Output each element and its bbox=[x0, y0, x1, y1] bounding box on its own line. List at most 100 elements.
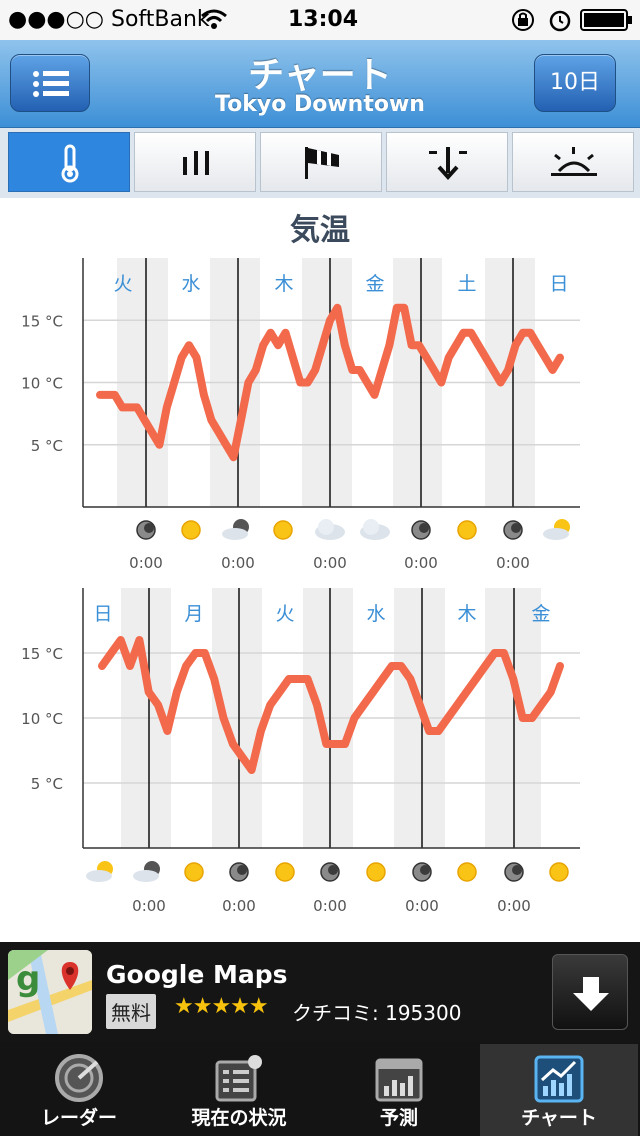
temperature-chart-week2: 15 °C 10 °C 5 °C 日 月 火 水 木 金 0:00 0:00 0:00 0:00 0:00 bbox=[21, 588, 580, 915]
calendar-chart-icon bbox=[375, 1058, 423, 1102]
time-label: 0:00 bbox=[313, 554, 347, 572]
tab-bar: レーダー 現在の状況 予測 チャート bbox=[0, 1042, 640, 1136]
chart-title: 気温 bbox=[290, 213, 350, 248]
menu-button[interactable] bbox=[10, 54, 90, 112]
moon-icon bbox=[136, 520, 156, 540]
status-bar: ●●●○○ SoftBank 13:04 bbox=[0, 0, 640, 40]
thermometer-icon bbox=[61, 144, 79, 183]
moon-icon bbox=[411, 520, 431, 540]
sun-icon bbox=[181, 520, 201, 540]
clock: 13:04 bbox=[288, 7, 359, 32]
cloud-sun-icon bbox=[86, 861, 113, 882]
temperature-chart-week1: 15 °C 10 °C 5 °C 火 水 木 金 土 日 0:00 0:00 0:00 0:00 0:00 bbox=[21, 258, 580, 572]
chart-type-selector bbox=[0, 128, 640, 198]
day-label: 水 bbox=[181, 273, 200, 295]
time-label: 0:00 bbox=[313, 897, 347, 915]
day-label: 日 bbox=[549, 273, 568, 295]
cloud-moon-icon bbox=[222, 519, 249, 540]
tab-temperature[interactable] bbox=[8, 132, 130, 192]
tab-label-radar: レーダー bbox=[40, 1107, 117, 1129]
sun-icon bbox=[184, 862, 204, 882]
cloud-icon bbox=[315, 519, 345, 540]
download-arrow-icon bbox=[573, 977, 609, 1011]
battery-icon bbox=[580, 9, 632, 31]
time-label: 0:00 bbox=[496, 554, 530, 572]
y-tick-label: 10 °C bbox=[21, 710, 63, 728]
time-label: 0:00 bbox=[221, 554, 255, 572]
time-label: 0:00 bbox=[132, 897, 166, 915]
y-tick-label: 15 °C bbox=[21, 312, 63, 330]
map-pin-icon: g bbox=[8, 950, 92, 1034]
temperature-line bbox=[98, 636, 564, 774]
tab-current[interactable]: 現在の状況 bbox=[160, 1044, 318, 1136]
day-label: 木 bbox=[274, 273, 293, 295]
y-tick-label: 5 °C bbox=[31, 775, 63, 793]
wind-icon bbox=[305, 147, 339, 179]
carrier: ●●●○○ SoftBank bbox=[8, 7, 210, 32]
days-button[interactable]: 10日 bbox=[534, 54, 616, 112]
day-label: 金 bbox=[365, 273, 384, 295]
sun-icon bbox=[273, 520, 293, 540]
time-label: 0:00 bbox=[222, 897, 256, 915]
day-label: 日 bbox=[93, 603, 112, 625]
tab-label-forecast: 予測 bbox=[379, 1107, 418, 1129]
time-label: 0:00 bbox=[129, 554, 163, 572]
moon-icon bbox=[320, 862, 340, 882]
tab-radar[interactable]: レーダー bbox=[0, 1044, 158, 1136]
day-label: 土 bbox=[457, 273, 476, 295]
list-icon bbox=[33, 71, 69, 97]
moon-icon bbox=[229, 862, 249, 882]
sun-icon bbox=[457, 520, 477, 540]
day-label: 金 bbox=[531, 603, 550, 625]
day-label: 火 bbox=[275, 603, 294, 625]
pressure-icon bbox=[429, 147, 467, 180]
ad-banner[interactable]: g Google Maps 無料 ★★★★★ クチコミ: 195300 bbox=[0, 942, 640, 1042]
rain-icon bbox=[183, 151, 209, 175]
day-label: 水 bbox=[366, 603, 385, 625]
time-label: 0:00 bbox=[497, 897, 531, 915]
sun-icon bbox=[457, 862, 477, 882]
sun-icon bbox=[549, 862, 569, 882]
y-tick-label: 5 °C bbox=[31, 437, 63, 455]
sunrise-icon bbox=[551, 147, 597, 176]
cloud-icon bbox=[360, 519, 390, 540]
download-button[interactable] bbox=[552, 954, 628, 1030]
location-subtitle: Tokyo Downtown bbox=[215, 92, 425, 117]
rotation-lock-icon bbox=[512, 9, 534, 31]
time-label: 0:00 bbox=[404, 554, 438, 572]
cloud-sun-icon bbox=[543, 519, 570, 540]
temperature-line bbox=[96, 303, 564, 462]
wifi-icon bbox=[201, 9, 227, 29]
day-label: 火 bbox=[113, 273, 132, 295]
tab-label-chart: チャート bbox=[521, 1107, 597, 1129]
day-label: 月 bbox=[184, 603, 203, 625]
tab-wind[interactable] bbox=[260, 132, 382, 192]
time-label: 0:00 bbox=[405, 897, 439, 915]
alarm-icon bbox=[549, 10, 571, 32]
tab-sun[interactable] bbox=[512, 132, 634, 192]
nav-bar: チャート Tokyo Downtown 10日 bbox=[0, 40, 640, 128]
radar-icon bbox=[55, 1054, 103, 1102]
tab-forecast[interactable]: 予測 bbox=[320, 1044, 478, 1136]
sun-icon bbox=[366, 862, 386, 882]
moon-icon bbox=[504, 862, 524, 882]
sun-icon bbox=[275, 862, 295, 882]
rating-stars: ★★★★★ bbox=[174, 994, 269, 1019]
review-count: クチコミ: 195300 bbox=[292, 1001, 462, 1025]
cloud-moon-icon bbox=[133, 861, 160, 882]
current-conditions-icon bbox=[215, 1055, 262, 1102]
app-icon[interactable]: g bbox=[8, 950, 92, 1034]
tab-label-current: 現在の状況 bbox=[191, 1107, 287, 1129]
page-title: チャート bbox=[248, 55, 392, 96]
tab-precipitation[interactable] bbox=[134, 132, 256, 192]
ad-app-name: Google Maps bbox=[106, 960, 288, 989]
svg-text:g: g bbox=[16, 959, 40, 999]
tab-pressure[interactable] bbox=[386, 132, 508, 192]
tab-chart[interactable]: チャート bbox=[480, 1044, 638, 1136]
chart-icon bbox=[534, 1055, 584, 1103]
moon-icon bbox=[503, 520, 523, 540]
y-tick-label: 15 °C bbox=[21, 645, 63, 663]
price-badge: 無料 bbox=[106, 994, 156, 1029]
day-label: 木 bbox=[457, 603, 476, 625]
moon-icon bbox=[412, 862, 432, 882]
